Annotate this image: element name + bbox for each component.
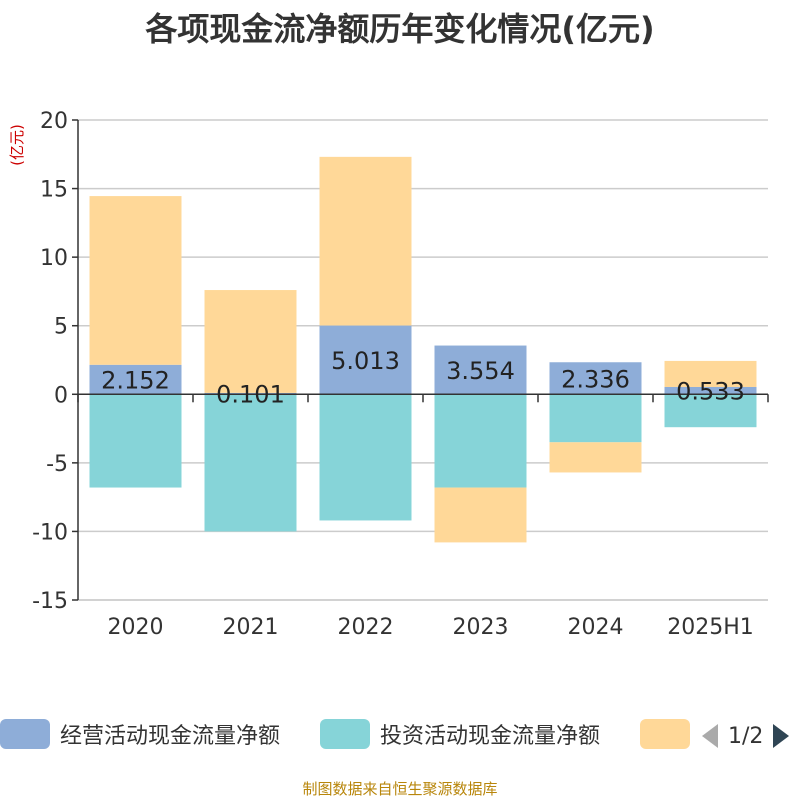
- data-label-2022: 5.013: [331, 347, 400, 375]
- legend-item-operating[interactable]: 经营活动现金流量净额: [0, 716, 280, 752]
- y-tick-label: -10: [32, 520, 68, 545]
- y-tick-label: 20: [40, 109, 68, 134]
- bar-2022-series-1[interactable]: [319, 394, 412, 521]
- bar-2020-series-0[interactable]: [89, 364, 182, 395]
- prev-page-icon[interactable]: [700, 722, 720, 750]
- legend-page-indicator: 1/2: [728, 723, 764, 749]
- bar-2023-series-2[interactable]: [434, 487, 527, 543]
- bar-2023-series-1[interactable]: [434, 394, 527, 488]
- y-axis-label: (亿元): [8, 124, 26, 166]
- y-tick-label: -15: [32, 589, 68, 614]
- y-tick-label: 5: [54, 315, 68, 340]
- legend: 经营活动现金流量净额 投资活动现金流量净额 1/2: [0, 716, 800, 756]
- x-tick-label: 2021: [223, 615, 279, 640]
- bar-2024-series-1[interactable]: [549, 394, 642, 443]
- bars: [89, 156, 757, 543]
- chart-title: 各项现金流净额历年变化情况(亿元): [145, 10, 655, 48]
- data-label-2023: 3.554: [446, 357, 515, 385]
- legend-pager: 1/2: [700, 718, 791, 754]
- bar-2023-series-0[interactable]: [434, 345, 527, 395]
- x-tick-label: 2022: [338, 615, 394, 640]
- data-label-2025H1: 0.533: [676, 378, 745, 406]
- data-label-2021: 0.101: [216, 381, 285, 409]
- x-tick-label: 2024: [568, 615, 624, 640]
- legend-swatch-investing: [320, 719, 370, 749]
- bar-2022-series-0[interactable]: [319, 325, 412, 395]
- data-label-2020: 2.152: [101, 367, 170, 395]
- legend-label-operating: 经营活动现金流量净额: [60, 724, 281, 749]
- legend-item-financing[interactable]: [640, 716, 690, 752]
- next-page-icon[interactable]: [771, 722, 791, 750]
- legend-swatch-operating: [0, 719, 50, 749]
- x-tick-label: 2025H1: [667, 615, 754, 640]
- bar-2020-series-2[interactable]: [89, 196, 182, 365]
- legend-item-investing[interactable]: 投资活动现金流量净额: [320, 716, 600, 752]
- data-label-2024: 2.336: [561, 365, 630, 393]
- bar-2025H1-series-1[interactable]: [664, 394, 757, 428]
- legend-label-investing: 投资活动现金流量净额: [380, 724, 601, 749]
- data-labels: 2.152 0.101 5.013 3.554 2.336 0.533: [101, 347, 745, 409]
- bar-2022-series-2[interactable]: [319, 156, 412, 326]
- data-source-note: 制图数据来自恒生聚源数据库: [302, 780, 498, 798]
- legend-swatch-financing: [640, 719, 690, 749]
- y-tick-label: -5: [46, 452, 68, 477]
- bar-2025H1-series-0[interactable]: [664, 386, 757, 395]
- bar-2021-series-2[interactable]: [204, 290, 297, 393]
- axes: 20 15 10 5 0 -5 -10 -15 2020 2021 2022 2023 2024 2025…: [32, 109, 769, 640]
- bar-2025H1-series-2[interactable]: [664, 360, 757, 387]
- y-tick-label: 10: [40, 246, 68, 271]
- bar-2024-series-0[interactable]: [549, 362, 642, 395]
- y-tick-label: 15: [40, 178, 68, 203]
- bar-2020-series-1[interactable]: [89, 394, 182, 488]
- y-tick-label: 0: [54, 383, 68, 408]
- x-tick-label: 2020: [108, 615, 164, 640]
- bar-2021-series-1[interactable]: [204, 394, 297, 532]
- bar-2024-series-2[interactable]: [549, 442, 642, 473]
- x-tick-label: 2023: [453, 615, 509, 640]
